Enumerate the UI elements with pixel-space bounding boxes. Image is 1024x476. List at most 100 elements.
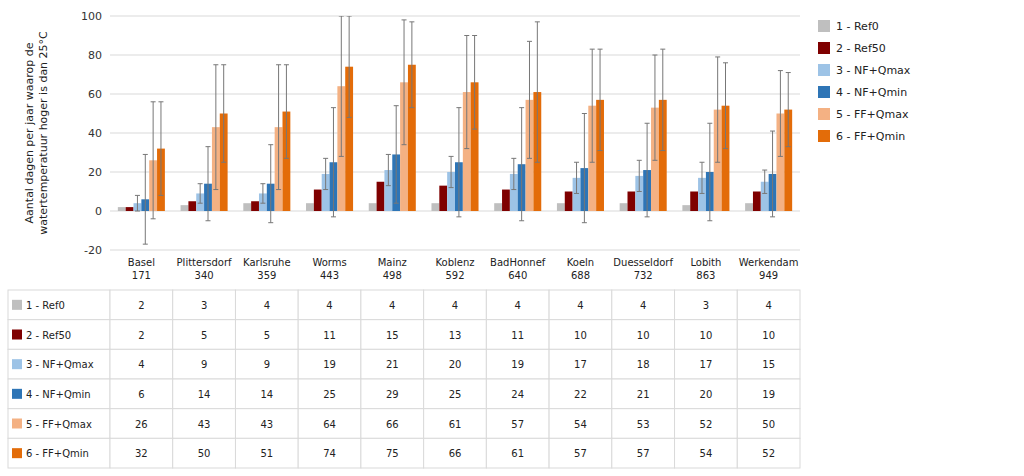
error-bar-cap — [472, 35, 477, 36]
table-value: 6 — [138, 389, 144, 400]
table-value: 3 — [703, 300, 709, 311]
error-bar — [778, 71, 783, 157]
error-bar-cap — [260, 183, 265, 184]
error-bar-stem — [215, 65, 216, 190]
table-value: 14 — [260, 389, 273, 400]
table-value: 14 — [198, 389, 211, 400]
error-bar-cap — [151, 101, 156, 102]
y-tick-label: 60 — [88, 88, 102, 101]
table-cell — [235, 409, 298, 439]
table-value: 2 — [138, 300, 144, 311]
error-bar-cap — [276, 189, 281, 190]
error-bar-cap — [590, 162, 595, 163]
error-bar-cap — [268, 144, 273, 145]
table-cell — [737, 409, 800, 439]
table-value: 57 — [511, 419, 524, 430]
error-bar-stem — [200, 184, 201, 204]
error-bar — [394, 106, 399, 204]
error-bar-stem — [145, 154, 146, 244]
error-bar-cap — [464, 35, 469, 36]
error-bar-cap — [206, 220, 211, 221]
bar — [431, 203, 439, 211]
bar — [369, 203, 377, 211]
table-value: 20 — [700, 389, 713, 400]
x-tick-label-line: 688 — [571, 270, 590, 281]
error-bar — [386, 154, 391, 185]
error-bar-cap — [574, 193, 579, 194]
error-bar-cap — [715, 56, 720, 57]
error-bar-stem — [458, 108, 459, 217]
error-bar-cap — [778, 156, 783, 157]
bar — [243, 203, 251, 211]
x-tick-label-line: 732 — [634, 270, 653, 281]
error-bar — [206, 147, 211, 221]
error-bar — [660, 49, 665, 150]
error-bar-cap — [778, 70, 783, 71]
x-tick-label: Basel171 — [128, 257, 155, 281]
error-bar — [527, 41, 532, 158]
table-value: 32 — [135, 448, 148, 459]
table-value: 11 — [511, 330, 524, 341]
error-bar-cap — [339, 156, 344, 157]
error-bar-cap — [198, 203, 203, 204]
x-tick-label: BadHonnef640 — [490, 257, 546, 281]
x-tick-label-line: 863 — [696, 270, 715, 281]
y-axis-label-line: Aantal dagen per jaar waarop de — [23, 42, 36, 223]
error-bar-cap — [598, 49, 603, 50]
table-value: 53 — [637, 419, 650, 430]
error-bar-cap — [519, 107, 524, 108]
table-row-label: 6 - FF+Qmin — [26, 448, 89, 459]
error-bar-cap — [715, 162, 720, 163]
table-cell — [361, 379, 424, 409]
table-row-header-cell — [8, 349, 110, 379]
error-bar-cap — [386, 185, 391, 186]
x-tick-label-line: Worms — [312, 257, 346, 268]
error-bar — [198, 184, 203, 204]
table-value: 5 — [264, 330, 270, 341]
error-bar-cap — [135, 195, 140, 196]
error-bar-stem — [278, 65, 279, 190]
bar — [377, 182, 385, 211]
table-cell — [675, 320, 738, 350]
table-cell — [612, 290, 675, 320]
error-bar-stem — [341, 16, 342, 156]
table-cell — [298, 290, 361, 320]
table-value: 17 — [574, 359, 587, 370]
table-value: 21 — [637, 389, 650, 400]
table-value: 19 — [511, 359, 524, 370]
table-cell — [486, 320, 549, 350]
error-bar — [472, 36, 477, 130]
error-bar — [707, 123, 712, 221]
error-bar — [715, 57, 720, 162]
table-cell — [675, 409, 738, 439]
table-cell — [110, 409, 173, 439]
x-tick-label-line: 640 — [508, 270, 527, 281]
error-bar — [574, 162, 579, 193]
bar — [745, 203, 753, 211]
x-tick-label: Werkendam949 — [739, 257, 799, 281]
bar — [439, 186, 447, 211]
table-cell — [612, 349, 675, 379]
error-bar — [590, 49, 595, 162]
table-cell — [235, 290, 298, 320]
table-value: 25 — [449, 389, 462, 400]
table-cell — [424, 409, 487, 439]
y-tick-label: 100 — [81, 10, 102, 23]
error-bar-stem — [286, 65, 287, 159]
error-bar-cap — [723, 62, 728, 63]
error-bar-cap — [449, 156, 454, 157]
error-bar-stem — [208, 147, 209, 221]
table-cell — [675, 349, 738, 379]
table-value: 66 — [386, 419, 399, 430]
bar — [502, 190, 510, 211]
error-bar-cap — [652, 160, 657, 161]
table-cell — [612, 379, 675, 409]
table-cell — [737, 349, 800, 379]
table-row-label: 5 - FF+Qmax — [26, 419, 92, 430]
error-bar-stem — [521, 108, 522, 221]
table-value: 61 — [449, 419, 462, 430]
x-tick-label-line: Basel — [128, 257, 155, 268]
error-bar — [637, 160, 642, 191]
error-bar-stem — [639, 160, 640, 191]
error-bar-stem — [223, 65, 224, 163]
